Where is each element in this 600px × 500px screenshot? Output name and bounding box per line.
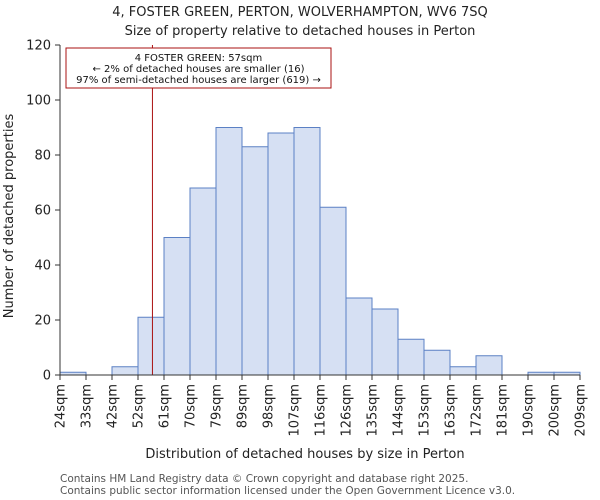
bar-70sqm bbox=[189, 187, 217, 376]
x-tick-label-52sqm: 52sqm bbox=[132, 384, 147, 428]
bar-126sqm bbox=[345, 297, 373, 376]
y-tick-label-0: 0 bbox=[43, 369, 51, 384]
x-tick-label-61sqm: 61sqm bbox=[158, 384, 173, 428]
x-tick-label-181sqm: 181sqm bbox=[496, 384, 511, 437]
x-tick-label-79sqm: 79sqm bbox=[210, 384, 225, 428]
x-tick-label-33sqm: 33sqm bbox=[80, 384, 95, 428]
x-tick-label-135sqm: 135sqm bbox=[366, 384, 381, 437]
y-tick-label-40: 40 bbox=[34, 259, 51, 274]
bar-153sqm bbox=[423, 349, 451, 376]
x-axis: 24sqm 33sqm 42sqm 52sqm 61sqm 70sqm 79sqm 89sqm… bbox=[54, 374, 589, 437]
x-tick-label-144sqm: 144sqm bbox=[392, 384, 407, 437]
x-tick-label-190sqm: 190sqm bbox=[522, 384, 537, 437]
chart-subtitle: Size of property relative to detached ho… bbox=[125, 24, 476, 39]
y-tick-label-20: 20 bbox=[34, 314, 51, 329]
bar-98sqm bbox=[267, 132, 295, 376]
bar-42sqm bbox=[111, 366, 139, 376]
bar-107sqm bbox=[293, 127, 321, 376]
x-tick-label-209sqm: 209sqm bbox=[574, 384, 589, 437]
bar-135sqm bbox=[371, 308, 399, 376]
x-tick-label-163sqm: 163sqm bbox=[444, 384, 459, 437]
bars-group bbox=[59, 127, 581, 376]
bar-172sqm bbox=[475, 355, 503, 376]
x-tick-label-98sqm: 98sqm bbox=[262, 384, 277, 428]
bar-52sqm bbox=[137, 316, 165, 376]
annotation-line-1: 4 FOSTER GREEN: 57sqm bbox=[135, 53, 262, 64]
footer-line-1: Contains HM Land Registry data © Crown c… bbox=[60, 473, 468, 485]
x-tick-label-89sqm: 89sqm bbox=[236, 384, 251, 428]
annotation-box: 4 FOSTER GREEN: 57sqm← 2% of detached ho… bbox=[65, 47, 332, 89]
bar-79sqm bbox=[215, 127, 243, 376]
x-tick-label-24sqm: 24sqm bbox=[54, 384, 69, 428]
y-axis: 0 20 40 60 80 100 120 bbox=[26, 39, 61, 384]
bar-144sqm bbox=[397, 338, 425, 376]
bar-61sqm bbox=[163, 237, 191, 376]
x-axis-label: Distribution of detached houses by size … bbox=[145, 447, 464, 462]
chart-title: 4, FOSTER GREEN, PERTON, WOLVERHAMPTON, … bbox=[112, 5, 487, 20]
annotation-box-frame bbox=[65, 47, 332, 89]
bar-163sqm bbox=[449, 366, 477, 376]
x-tick-label-153sqm: 153sqm bbox=[418, 384, 433, 437]
x-tick-label-107sqm: 107sqm bbox=[288, 384, 303, 437]
annotation-line-3: 97% of semi-detached houses are larger (… bbox=[76, 75, 321, 86]
y-tick-label-120: 120 bbox=[26, 39, 51, 54]
y-tick-label-100: 100 bbox=[26, 94, 51, 109]
y-tick-label-80: 80 bbox=[34, 149, 51, 164]
bar-116sqm bbox=[319, 206, 347, 376]
x-tick-label-70sqm: 70sqm bbox=[184, 384, 199, 428]
x-tick-label-126sqm: 126sqm bbox=[340, 384, 355, 437]
x-tick-label-172sqm: 172sqm bbox=[470, 384, 485, 437]
annotation-line-2: ← 2% of detached houses are smaller (16) bbox=[93, 64, 305, 75]
y-axis-label: Number of detached properties bbox=[2, 114, 17, 319]
x-tick-label-116sqm: 116sqm bbox=[314, 384, 329, 437]
y-tick-label-60: 60 bbox=[34, 204, 51, 219]
footer-line-2: Contains public sector information licen… bbox=[60, 485, 515, 497]
x-tick-label-42sqm: 42sqm bbox=[106, 384, 121, 428]
bar-89sqm bbox=[241, 146, 269, 376]
x-tick-label-200sqm: 200sqm bbox=[548, 384, 563, 437]
